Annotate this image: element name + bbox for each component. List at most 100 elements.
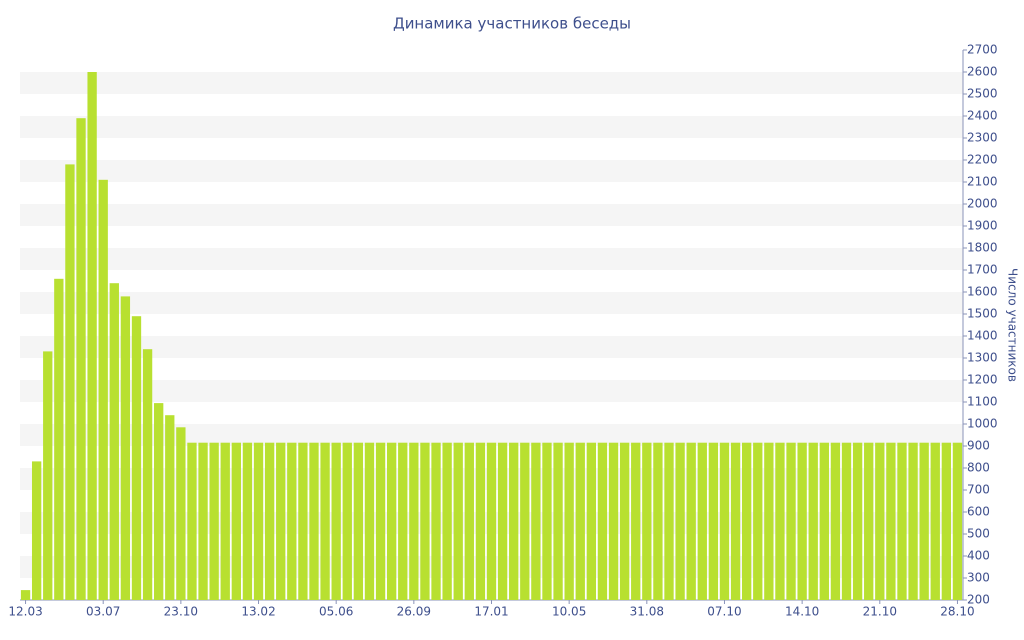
bar [631,442,641,600]
bar [287,442,297,600]
bar [830,442,841,600]
bar [886,442,896,600]
bar [264,442,275,600]
bar [209,442,219,600]
bar [819,442,829,600]
x-tick-label: 14.10 [785,605,819,619]
bar [409,442,419,600]
y-tick-label: 2000 [967,197,998,211]
bar [797,442,807,600]
bar [642,442,652,600]
y-tick-label: 400 [967,549,990,563]
bar [420,442,430,600]
bar [509,442,519,600]
bar [686,442,696,600]
x-tick-label: 26.09 [397,605,431,619]
bar [109,283,119,600]
bar [719,442,730,600]
bar [165,415,175,600]
bar [564,442,574,600]
grid-band [20,336,963,358]
y-tick-label: 1600 [967,285,998,299]
bar [575,442,585,600]
bar [98,179,108,601]
bar [486,442,497,600]
bar [331,442,341,600]
y-tick-label: 2300 [967,131,998,145]
bar [897,442,907,600]
y-tick-label: 2600 [967,65,998,79]
bar [608,442,619,600]
bar [597,442,608,600]
bar [653,442,663,600]
bar [531,442,541,600]
grid-band [20,116,963,138]
bar [187,442,197,600]
x-tick-label: 07.10 [707,605,741,619]
grid-bands [20,72,963,578]
y-tick-label: 2500 [967,87,998,101]
x-tick-label: 28.10 [940,605,974,619]
bar [852,442,863,600]
y-tick-label: 2200 [967,153,998,167]
bar [87,72,97,600]
bar [76,118,86,600]
y-tick-label: 1300 [967,351,998,365]
grid-band [20,248,963,270]
bar [198,442,208,600]
grid-band [20,380,963,402]
bar [753,442,763,600]
bar [364,442,375,600]
chart-title: Динамика участников беседы [393,15,631,33]
bar [619,442,630,600]
bar [930,442,940,600]
bar [131,316,142,600]
bar [442,442,452,600]
y-tick-label: 1100 [967,395,998,409]
bar [586,442,597,600]
y-tick-label: 1900 [967,219,998,233]
bar [176,427,186,600]
bar [764,442,774,600]
bar [31,461,42,600]
bar [875,442,885,600]
x-tick-label: 21.10 [863,605,897,619]
grid-band [20,292,963,314]
bar [464,442,474,600]
bar [54,278,64,600]
bar [475,442,486,600]
x-tick-label: 05.06 [319,605,353,619]
y-tick-label: 800 [967,461,990,475]
x-tick-label: 10.05 [552,605,586,619]
bar [808,442,818,600]
bar [497,442,508,600]
bar [786,442,796,600]
grid-band [20,72,963,94]
bar [298,442,308,600]
y-tick-label: 600 [967,505,990,519]
bar [353,442,364,600]
y-tick-label: 1700 [967,263,998,277]
y-tick-label: 2700 [967,43,998,57]
y-tick-label: 300 [967,571,990,585]
bar [43,351,53,600]
x-tick-label: 12.03 [8,605,42,619]
bar [231,442,241,600]
bar [142,349,153,600]
bar [742,442,752,600]
bar [453,442,463,600]
x-tick-label: 17.01 [474,605,508,619]
bar [919,442,929,600]
bar [65,164,75,600]
grid-band [20,204,963,226]
y-tick-label: 1800 [967,241,998,255]
y-tick-label: 2400 [967,109,998,123]
bar [908,442,918,600]
y-tick-label: 900 [967,439,990,453]
bar [941,442,952,600]
y-tick-label: 700 [967,483,990,497]
bar [320,442,330,600]
x-tick-label: 13.02 [241,605,275,619]
